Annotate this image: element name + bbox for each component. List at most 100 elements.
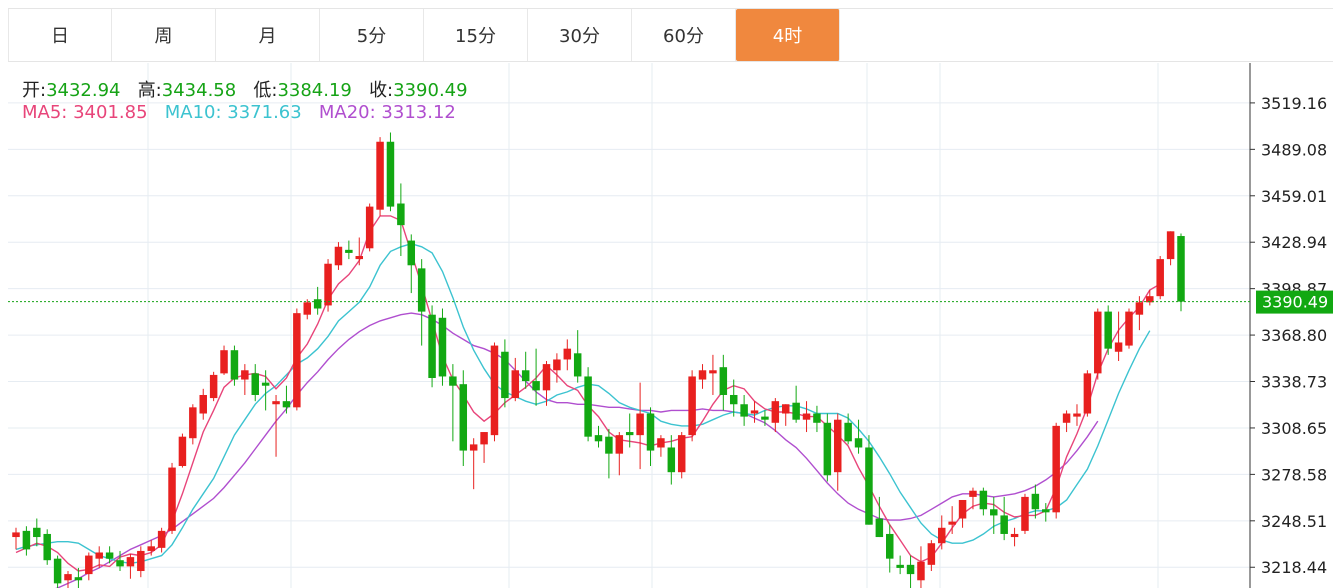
high-label: 高:	[137, 80, 162, 101]
candle-body	[12, 532, 20, 538]
candle-body	[511, 370, 520, 399]
candle-body	[969, 490, 977, 497]
y-tick-label: 3278.58	[1261, 465, 1327, 484]
candle-body	[1042, 509, 1050, 513]
candle-body	[313, 299, 322, 309]
candle-body	[74, 577, 83, 581]
candle-body	[1156, 259, 1164, 297]
candle-body	[345, 249, 353, 253]
candle-body	[948, 521, 956, 525]
y-tick-label: 3519.16	[1261, 94, 1327, 113]
candle-body	[1062, 413, 1071, 423]
candle-body	[698, 370, 707, 380]
candle-body	[1052, 425, 1060, 513]
candle-body	[771, 401, 780, 423]
tab-2[interactable]: 月	[216, 9, 320, 61]
y-tick-label: 3459.01	[1261, 187, 1327, 206]
candle-body	[220, 350, 228, 374]
low-label: 低:	[253, 80, 278, 101]
y-tick-label: 3338.73	[1261, 373, 1327, 392]
candle-body	[126, 557, 135, 567]
y-tick-label: 3308.65	[1261, 419, 1327, 438]
current-price-label: 3390.49	[1262, 293, 1328, 312]
candle-body	[324, 263, 332, 306]
tab-3[interactable]: 5分	[320, 9, 424, 61]
candle-body	[428, 314, 436, 378]
candle-body	[823, 422, 832, 476]
tab-5[interactable]: 30分	[528, 9, 632, 61]
candle-body	[927, 543, 936, 565]
candle-body	[480, 432, 488, 445]
close-label: 收:	[369, 80, 394, 101]
candle-body	[990, 509, 998, 516]
candle-body	[865, 447, 873, 525]
candle-body	[792, 402, 800, 420]
candle-body	[563, 348, 572, 360]
y-tick-label: 3489.08	[1261, 140, 1327, 159]
candle-body	[157, 530, 166, 548]
candle-body	[979, 490, 988, 510]
ma20-label: MA20:	[318, 102, 376, 123]
candle-body	[137, 550, 145, 572]
candle-body	[553, 359, 561, 371]
candle-body	[397, 203, 405, 226]
candle-body	[272, 401, 280, 405]
candle-body	[303, 302, 311, 315]
candle-body	[251, 373, 259, 395]
open-value: 3432.94	[46, 80, 121, 101]
tab-7[interactable]: 4时	[736, 9, 840, 61]
y-tick-label: 3428.94	[1261, 233, 1327, 252]
candle-body	[490, 345, 499, 436]
candle-body	[896, 564, 904, 568]
candle-body	[64, 574, 72, 581]
candle-body	[833, 419, 842, 473]
tab-0[interactable]: 日	[8, 9, 112, 61]
candle-body	[1021, 496, 1029, 531]
candle-body	[438, 317, 447, 377]
candle-body	[241, 370, 249, 380]
ohlc-readout: 开:3432.94 高:3434.58 低:3384.19 收:3390.49	[22, 76, 468, 102]
candle-body	[178, 436, 187, 467]
candle-body	[1146, 296, 1154, 303]
ma20-value: 3313.12	[381, 102, 456, 123]
tab-6[interactable]: 60分	[632, 9, 736, 61]
y-tick-label: 3368.80	[1261, 326, 1327, 345]
candle-body	[1177, 236, 1185, 302]
candle-body	[886, 533, 894, 559]
high-value: 3434.58	[161, 80, 237, 101]
candle-body	[459, 384, 468, 451]
candle-body	[417, 268, 426, 312]
candle-body	[469, 444, 478, 451]
tab-4[interactable]: 15分	[424, 9, 528, 61]
candle-body	[625, 432, 634, 436]
ma5-value: 3401.85	[73, 102, 148, 123]
candle-body	[854, 438, 863, 448]
candle-body	[636, 413, 644, 436]
tab-1[interactable]: 周	[112, 9, 216, 61]
candle-body	[293, 313, 301, 408]
candle-body	[958, 499, 967, 519]
candle-body	[501, 351, 509, 399]
candle-body	[355, 256, 364, 260]
candle-body	[761, 416, 769, 420]
candle-body	[542, 364, 551, 391]
candle-body	[33, 527, 41, 538]
candle-body	[532, 381, 540, 391]
candle-body	[729, 394, 738, 405]
candle-body	[105, 552, 114, 559]
ma5-label: MA5:	[22, 102, 68, 123]
candle-body	[209, 374, 218, 399]
candle-body	[781, 404, 790, 414]
candle-body	[1094, 311, 1102, 374]
candle-body	[594, 435, 603, 442]
y-tick-label: 3218.44	[1261, 558, 1327, 577]
candle-body	[938, 527, 946, 544]
candle-body	[1000, 515, 1008, 534]
candle-body	[1104, 311, 1112, 349]
candle-body	[1010, 533, 1019, 538]
candle-body	[365, 206, 374, 249]
candle-body	[573, 353, 582, 377]
candle-body	[1073, 413, 1081, 417]
candle-body	[449, 376, 457, 386]
candle-body	[1125, 311, 1133, 346]
